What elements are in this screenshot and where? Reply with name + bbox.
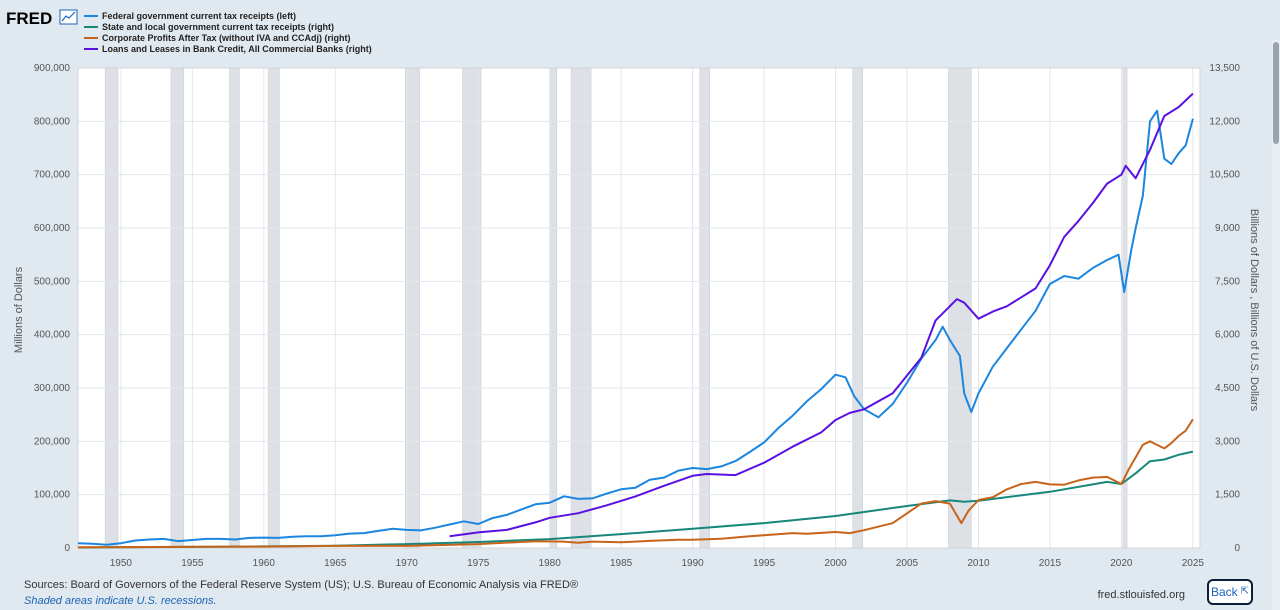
right-tick-label: 13,500 bbox=[1209, 63, 1240, 74]
fred-logo[interactable]: FRED bbox=[6, 9, 78, 28]
gridlines bbox=[77, 67, 1201, 549]
x-tick-label: 1975 bbox=[467, 558, 490, 569]
right-tick-label: 7,500 bbox=[1215, 276, 1240, 287]
recession-band bbox=[104, 67, 119, 549]
recession-band bbox=[267, 67, 280, 549]
x-tick-label: 2000 bbox=[824, 558, 847, 569]
plot-border bbox=[77, 67, 1201, 549]
right-tick-label: 0 bbox=[1234, 543, 1240, 554]
expand-icon: ⇱ bbox=[1240, 586, 1250, 597]
legend-label: Corporate Profits After Tax (without IVA… bbox=[102, 33, 351, 43]
x-tick-label: 1970 bbox=[396, 558, 419, 569]
left-tick-label: 700,000 bbox=[34, 170, 71, 181]
legend-item-federal[interactable]: Federal government current tax receipts … bbox=[84, 11, 296, 21]
fred-logo-text: FRED bbox=[6, 9, 52, 28]
plot-area[interactable] bbox=[78, 68, 1200, 548]
left-tick-label: 300,000 bbox=[34, 383, 71, 394]
legend-item-state-local[interactable]: State and local government current tax r… bbox=[84, 22, 334, 32]
right-tick-label: 6,000 bbox=[1215, 330, 1240, 341]
legend-label: Federal government current tax receipts … bbox=[102, 11, 296, 21]
right-tick-label: 4,500 bbox=[1215, 383, 1240, 394]
left-tick-label: 0 bbox=[64, 543, 70, 554]
back-label: Back bbox=[1210, 585, 1238, 599]
recession-note: Shaded areas indicate U.S. recessions. bbox=[24, 595, 217, 607]
sources-text: Sources: Board of Governors of the Feder… bbox=[24, 579, 578, 591]
recession-band bbox=[229, 67, 240, 549]
left-axis-ticks: 0 100,000 200,000 300,000 400,000 500,000 600,… bbox=[34, 63, 71, 554]
x-tick-label: 1950 bbox=[110, 558, 133, 569]
series-line-2[interactable] bbox=[77, 418, 1194, 549]
scrollbar-track[interactable] bbox=[1272, 40, 1280, 610]
right-tick-label: 1,500 bbox=[1215, 490, 1240, 501]
right-axis-title: Billions of Dollars , Billions of U.S. D… bbox=[1248, 209, 1260, 412]
x-tick-label: 1980 bbox=[539, 558, 562, 569]
recession-band bbox=[549, 67, 558, 549]
left-tick-label: 100,000 bbox=[34, 490, 71, 501]
right-tick-label: 12,000 bbox=[1209, 116, 1240, 127]
right-tick-label: 10,500 bbox=[1209, 170, 1240, 181]
x-tick-label: 1985 bbox=[610, 558, 633, 569]
right-tick-label: 3,000 bbox=[1215, 436, 1240, 447]
graph-icon bbox=[59, 9, 78, 25]
x-tick-label: 2015 bbox=[1039, 558, 1062, 569]
right-tick-label: 9,000 bbox=[1215, 223, 1240, 234]
x-tick-label: 1990 bbox=[681, 558, 704, 569]
scrollbar-thumb[interactable] bbox=[1273, 42, 1279, 144]
left-tick-label: 400,000 bbox=[34, 330, 71, 341]
x-tick-label: 1955 bbox=[181, 558, 204, 569]
x-tick-label: 2020 bbox=[1110, 558, 1133, 569]
recession-band bbox=[405, 67, 420, 549]
series-line-3[interactable] bbox=[449, 92, 1194, 538]
x-tick-label: 2025 bbox=[1182, 558, 1205, 569]
left-tick-label: 800,000 bbox=[34, 116, 71, 127]
left-axis-title: Millions of Dollars bbox=[13, 266, 25, 353]
recession-band bbox=[170, 67, 185, 549]
recession-band bbox=[570, 67, 592, 549]
series-line-0[interactable] bbox=[77, 109, 1194, 546]
x-tick-label: 1965 bbox=[324, 558, 347, 569]
legend-item-loans-leases[interactable]: Loans and Leases in Bank Credit, All Com… bbox=[84, 44, 372, 54]
x-tick-label: 1995 bbox=[753, 558, 776, 569]
x-tick-label: 2005 bbox=[896, 558, 919, 569]
right-axis-ticks: 0 1,500 3,000 4,500 6,000 7,500 9,000 10,500 12,… bbox=[1209, 63, 1240, 554]
legend: Federal government current tax receipts … bbox=[84, 11, 372, 54]
legend-label: State and local government current tax r… bbox=[102, 22, 334, 32]
left-tick-label: 200,000 bbox=[34, 436, 71, 447]
left-tick-label: 900,000 bbox=[34, 63, 71, 74]
x-tick-label: 2010 bbox=[967, 558, 990, 569]
left-tick-label: 500,000 bbox=[34, 276, 71, 287]
x-tick-label: 1960 bbox=[253, 558, 276, 569]
fred-site-link[interactable]: fred.stlouisfed.org bbox=[1098, 589, 1185, 601]
series-lines bbox=[77, 92, 1194, 549]
recession-band bbox=[852, 67, 863, 549]
legend-item-corporate-profits[interactable]: Corporate Profits After Tax (without IVA… bbox=[84, 33, 351, 43]
back-button[interactable]: Back ⇱ bbox=[1207, 579, 1253, 605]
recession-band bbox=[699, 67, 711, 549]
left-tick-label: 600,000 bbox=[34, 223, 71, 234]
x-axis-ticks: 1950 1955 1960 1965 1970 1975 1980 1985 1990 1995… bbox=[110, 558, 1205, 569]
legend-label: Loans and Leases in Bank Credit, All Com… bbox=[102, 44, 372, 54]
